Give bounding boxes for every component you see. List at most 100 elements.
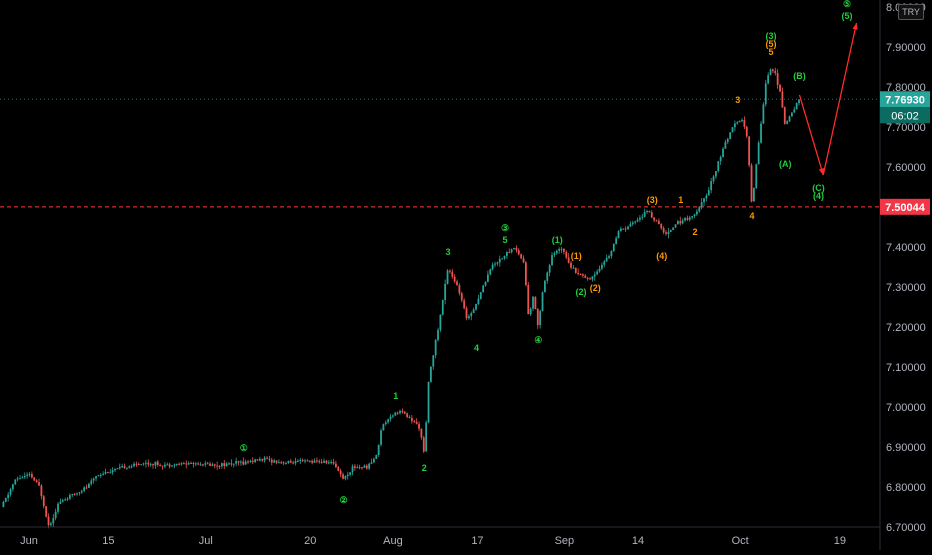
candle — [166, 462, 169, 466]
candle — [710, 177, 713, 194]
candle — [42, 495, 45, 509]
time-axis-label: 15 — [102, 535, 114, 547]
candle — [762, 102, 765, 124]
candle — [9, 487, 12, 497]
candle — [332, 458, 335, 465]
candle — [301, 458, 304, 463]
candle — [218, 465, 221, 469]
candle — [90, 478, 93, 486]
candle — [608, 254, 610, 260]
candle — [472, 307, 475, 314]
candle — [123, 463, 126, 469]
candle — [12, 483, 14, 492]
candle — [107, 471, 109, 474]
time-axis-label: Sep — [555, 535, 575, 547]
candle — [755, 163, 758, 189]
candle — [669, 229, 672, 232]
wave-label: ① — [240, 443, 248, 453]
candle — [16, 476, 19, 482]
candle — [292, 460, 295, 465]
candle — [610, 250, 613, 259]
candle — [434, 339, 437, 359]
candle — [712, 175, 715, 184]
candle — [515, 245, 518, 253]
candle — [408, 415, 411, 419]
time-axis[interactable]: Jun 15 Jul 20 Aug 17 Sep 14 Oct 19 — [20, 535, 846, 547]
candle — [420, 428, 423, 440]
candle — [605, 254, 608, 262]
candle — [175, 463, 178, 467]
time-axis-label: 17 — [471, 535, 483, 547]
candle — [114, 468, 116, 472]
candle — [681, 218, 684, 225]
candle — [66, 496, 69, 502]
candle — [38, 478, 40, 486]
candle — [650, 210, 653, 219]
wave-label: (4) — [813, 191, 824, 201]
wave-label: (C) — [812, 183, 825, 193]
candle — [35, 479, 38, 483]
candle — [190, 461, 192, 465]
candle — [387, 418, 390, 424]
candle — [270, 457, 273, 466]
candle — [316, 457, 318, 464]
candle — [753, 187, 755, 202]
candle — [707, 187, 710, 196]
candle — [377, 444, 380, 457]
candle — [168, 462, 171, 469]
candle — [439, 314, 442, 333]
current-price-badge — [880, 91, 930, 108]
candle — [558, 247, 561, 254]
candle — [577, 268, 580, 276]
candle — [261, 458, 264, 463]
candle — [206, 461, 209, 465]
candle — [104, 468, 107, 475]
currency-badge[interactable]: TRY — [898, 4, 924, 20]
candle — [463, 298, 466, 310]
candle — [285, 461, 287, 465]
candle — [204, 460, 207, 468]
candle — [121, 463, 124, 469]
candle — [92, 477, 95, 484]
candle — [232, 463, 235, 468]
price-axis-label: 7.20000 — [886, 322, 926, 334]
candle — [361, 466, 363, 470]
wave-label: (3) — [766, 31, 777, 41]
candle — [40, 484, 43, 500]
candle — [251, 457, 254, 465]
candle — [601, 262, 603, 271]
candle — [498, 255, 501, 267]
candle — [102, 471, 105, 476]
time-axis-label: 20 — [304, 535, 316, 547]
candle — [211, 462, 214, 467]
candle — [655, 219, 658, 222]
candle — [783, 106, 786, 125]
candle — [508, 248, 511, 254]
candle — [199, 461, 202, 467]
countdown-text: 06:02 — [891, 110, 919, 122]
candle — [722, 146, 724, 158]
candle — [382, 423, 385, 431]
candle — [19, 474, 21, 480]
candle — [244, 459, 247, 465]
candle — [700, 198, 703, 210]
candle — [667, 228, 670, 239]
candle — [793, 106, 796, 113]
candle — [548, 263, 551, 277]
candle — [738, 120, 741, 123]
candle — [183, 461, 185, 465]
candle — [26, 472, 29, 479]
candle — [342, 472, 344, 480]
candle — [28, 472, 31, 477]
candle — [634, 220, 637, 225]
price-axis-label: 7.80000 — [886, 82, 926, 94]
candle — [323, 458, 325, 464]
candle — [662, 226, 665, 235]
candle — [693, 213, 696, 218]
candle — [368, 462, 371, 471]
candle — [629, 221, 632, 227]
candle — [282, 461, 285, 466]
candle — [774, 67, 777, 76]
